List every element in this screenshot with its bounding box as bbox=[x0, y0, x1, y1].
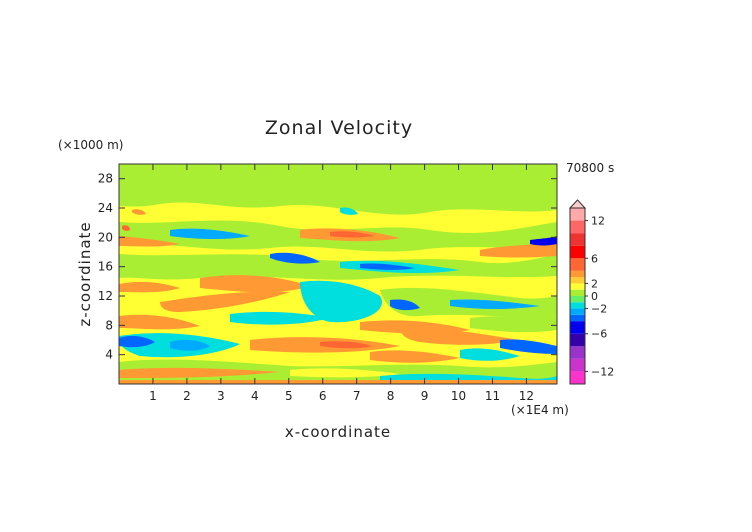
y-unit-label: (×1000 m) bbox=[58, 138, 123, 152]
x-tick-label: 2 bbox=[183, 389, 191, 403]
band-z20-red bbox=[330, 231, 375, 238]
x-tick-label: 7 bbox=[353, 389, 361, 403]
x-tick-label: 8 bbox=[387, 389, 395, 403]
green-patch bbox=[250, 164, 465, 173]
colorbar-tick-label: 2 bbox=[591, 277, 598, 290]
colorbar-bin bbox=[570, 346, 585, 359]
colorbar-bin bbox=[570, 314, 585, 322]
colorbar-tick-label: −12 bbox=[591, 365, 614, 378]
x-axis-label: x-coordinate bbox=[285, 423, 391, 441]
colorbar: 12 6 20−2 −6 −12 bbox=[568, 199, 614, 385]
upper-green-region bbox=[119, 164, 557, 215]
y-tick-label: 24 bbox=[98, 201, 113, 215]
y-tick-label: 20 bbox=[98, 230, 113, 244]
colorbar-tick-label: 12 bbox=[591, 215, 605, 228]
accent-cyan-z23 bbox=[340, 207, 358, 215]
band-low-blue bbox=[119, 335, 155, 348]
y-ticks: 4 8 12 16 20 24 28 bbox=[98, 172, 557, 362]
y-tick-label: 4 bbox=[105, 348, 113, 362]
x-tick-label: 12 bbox=[519, 389, 534, 403]
band-bottom-yellow bbox=[290, 368, 400, 378]
colorbar-bin bbox=[570, 220, 585, 234]
colorbar-tick-label: −2 bbox=[591, 303, 607, 316]
colorbar-bin bbox=[570, 308, 585, 315]
colorbar-bin bbox=[570, 333, 585, 347]
colorbar-bin bbox=[570, 283, 585, 290]
colorbar-bin bbox=[570, 296, 585, 303]
y-tick-label: 16 bbox=[98, 260, 113, 274]
band-mid-cyan-2 bbox=[230, 311, 330, 325]
band-low-orange-2 bbox=[400, 328, 520, 345]
colorbar-tick-label: −6 bbox=[591, 328, 607, 341]
band-z13-orange-2 bbox=[200, 275, 310, 293]
y-axis-label: z-coordinate bbox=[76, 221, 94, 326]
y-tick-label: 8 bbox=[105, 318, 113, 332]
band-low-blue-2 bbox=[500, 339, 557, 354]
colorbar-bin bbox=[570, 270, 585, 278]
colorbar-bin bbox=[570, 277, 585, 284]
band-z16-blue bbox=[270, 252, 320, 264]
band-z20-blue bbox=[170, 228, 250, 239]
band-z16-blue-2 bbox=[360, 263, 415, 270]
x-tick-label: 4 bbox=[251, 389, 259, 403]
plot-frame bbox=[118, 163, 558, 385]
x-tick-label: 9 bbox=[421, 389, 429, 403]
x-ticks: 1 2 3 4 5 6 7 8 9 10 11 12 bbox=[149, 164, 534, 403]
accent-orange-z23 bbox=[132, 209, 146, 215]
band-z16-blue-3 bbox=[530, 236, 557, 246]
band-mid-cyan bbox=[300, 280, 382, 323]
band-mid-cyan-3 bbox=[450, 299, 540, 309]
x-unit-label: (×1E4 m) bbox=[511, 403, 569, 417]
x-tick-label: 11 bbox=[485, 389, 500, 403]
colorbar-bin bbox=[570, 302, 585, 309]
band-low-red bbox=[320, 341, 372, 349]
band-mid-orange-2 bbox=[119, 314, 200, 330]
band-bottom-orange-2 bbox=[119, 380, 557, 384]
time-label: 70800 s bbox=[566, 161, 614, 175]
x-tick-label: 6 bbox=[319, 389, 327, 403]
band-low-cyan-3 bbox=[460, 348, 520, 361]
band-z13-orange bbox=[119, 281, 180, 293]
band-low-orange-3 bbox=[370, 350, 460, 363]
colorbar-bin bbox=[570, 321, 585, 334]
colorbar-tick-label: 0 bbox=[591, 290, 598, 303]
band-mid-orange bbox=[160, 291, 290, 312]
colorbar-bin bbox=[570, 358, 585, 372]
x-tick-label: 1 bbox=[149, 389, 157, 403]
colorbar-bin bbox=[570, 208, 585, 221]
band-low-cyan-2 bbox=[170, 339, 210, 351]
accent-red-z21 bbox=[122, 225, 130, 231]
band-z20-orange-2 bbox=[119, 236, 180, 247]
x-tick-label: 3 bbox=[217, 389, 225, 403]
colorbar-bin bbox=[570, 233, 585, 246]
colorbar-tick-label: 6 bbox=[591, 252, 598, 265]
colorbar-bin bbox=[570, 245, 585, 259]
colorbar-bin bbox=[570, 258, 585, 271]
colorbar-overflow-arrow bbox=[568, 199, 587, 209]
x-tick-label: 5 bbox=[285, 389, 293, 403]
band-bottom-orange bbox=[119, 367, 280, 378]
colorbar-bin bbox=[570, 289, 585, 296]
x-tick-label: 10 bbox=[451, 389, 466, 403]
colorbar-bin bbox=[570, 371, 585, 384]
velocity-field bbox=[119, 164, 557, 384]
y-tick-label: 12 bbox=[98, 289, 113, 303]
chart-title: Zonal Velocity bbox=[265, 117, 413, 139]
y-tick-label: 28 bbox=[98, 172, 113, 186]
band-mid-green-2 bbox=[470, 316, 557, 333]
band-z16-green bbox=[119, 254, 557, 280]
band-mid-blue bbox=[390, 299, 420, 311]
